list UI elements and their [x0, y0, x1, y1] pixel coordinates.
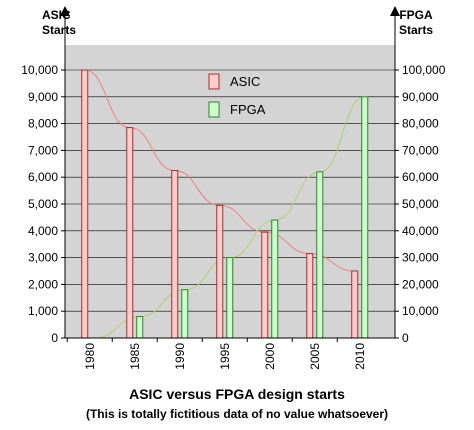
left-tick-label: 0: [51, 331, 58, 345]
left-tick-label: 8,000: [28, 117, 58, 131]
right-tick-label: 80,000: [402, 117, 439, 131]
left-tick-label: 1,000: [28, 304, 58, 318]
bar-fpga: [226, 257, 234, 339]
x-tick-label: 2005: [308, 343, 322, 370]
bar-asic: [216, 204, 224, 339]
left-tick-label: 3,000: [28, 251, 58, 265]
right-tick-label: 50,000: [402, 197, 439, 211]
left-tick-label: 5,000: [28, 197, 58, 211]
x-tick-label: 1980: [83, 343, 97, 370]
bar-asic: [81, 69, 89, 339]
right-axis-title-line1: FPGA: [399, 8, 433, 22]
right-tick-label: 20,000: [402, 277, 439, 291]
bar-fpga: [136, 316, 144, 339]
right-axis-title-line2: Starts: [399, 23, 433, 37]
left-tick-label: 7,000: [28, 143, 58, 157]
legend-label-asic: ASIC: [230, 74, 260, 89]
left-axis-arrow: [60, 6, 70, 16]
right-axis-arrow: [390, 6, 400, 16]
left-tick-label: 9,000: [28, 90, 58, 104]
bar-fpga: [316, 171, 324, 339]
right-tick-label: 90,000: [402, 90, 439, 104]
left-axis-title-line2: Starts: [42, 23, 76, 37]
bar-asic: [171, 170, 179, 339]
x-axis-ticks: 1980 1985 1990 1995 2000 2005 2010: [66, 338, 367, 370]
right-tick-label: 0: [402, 331, 409, 345]
legend: ASIC FPGA: [208, 73, 266, 118]
left-tick-label: 6,000: [28, 170, 58, 184]
bar-asic: [306, 253, 314, 339]
bar-asic: [351, 270, 359, 339]
right-tick-label: 10,000: [402, 304, 439, 318]
bar-fpga: [271, 219, 279, 339]
x-tick-label: 2000: [263, 343, 277, 370]
right-axis-ticks: 0 10,000 20,000 30,000 40,000 50,000 60,000 70,…: [395, 63, 446, 345]
x-tick-label: 1985: [128, 343, 142, 370]
right-tick-label: 30,000: [402, 251, 439, 265]
x-tick-label: 1995: [218, 343, 232, 370]
chart-title: ASIC versus FPGA design starts: [129, 386, 345, 402]
legend-swatch-asic: [208, 73, 220, 90]
legend-swatch-fpga: [208, 101, 220, 118]
left-tick-label: 2,000: [28, 277, 58, 291]
bars: [81, 69, 369, 339]
bar-fpga: [181, 289, 189, 339]
right-tick-label: 70,000: [402, 143, 439, 157]
right-tick-label: 40,000: [402, 224, 439, 238]
chart-subtitle: (This is totally fictitious data of no v…: [86, 407, 388, 421]
bar-asic: [126, 127, 134, 339]
right-tick-label: 100,000: [402, 63, 446, 77]
left-axis-ticks: 0 1,000 2,000 3,000 4,000 5,000 6,000 7,000 8,00…: [21, 63, 65, 345]
right-tick-label: 60,000: [402, 170, 439, 184]
x-tick-label: 2010: [353, 343, 367, 370]
bar-fpga: [361, 96, 369, 339]
left-tick-label: 4,000: [28, 224, 58, 238]
bar-asic: [261, 231, 269, 339]
left-tick-label: 10,000: [21, 63, 58, 77]
legend-label-fpga: FPGA: [230, 102, 266, 117]
x-tick-label: 1990: [173, 343, 187, 370]
left-axis-title-line1: ASIC: [42, 8, 71, 22]
